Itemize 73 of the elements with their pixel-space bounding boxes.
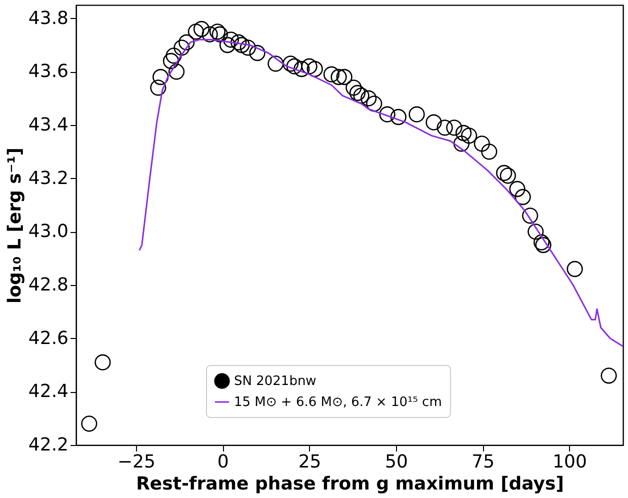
x-axis-title: Rest-frame phase from g maximum [days] <box>136 474 564 494</box>
point <box>202 26 218 42</box>
point <box>234 36 250 54</box>
point <box>360 90 377 106</box>
x-tick-label: 75 <box>472 452 495 472</box>
x-tick-label: −25 <box>117 452 156 472</box>
point <box>500 168 516 184</box>
y-tick-label: 42.4 <box>28 381 68 402</box>
point <box>408 106 425 122</box>
point <box>461 128 478 144</box>
point <box>152 68 169 86</box>
point <box>330 68 347 86</box>
x-tick-label: 25 <box>298 452 322 472</box>
point <box>193 20 210 38</box>
y-axis-title: log₁₀ L [erg s⁻¹] <box>4 148 26 304</box>
point <box>600 368 617 384</box>
point <box>426 114 442 130</box>
point <box>496 164 512 182</box>
y-tick-label: 42.2 <box>28 434 68 456</box>
point <box>323 66 340 82</box>
point <box>81 416 98 432</box>
point <box>306 60 323 78</box>
y-tick-label: 43.0 <box>28 221 68 242</box>
y-tick-label: 42.8 <box>28 274 68 296</box>
point <box>566 260 583 278</box>
point <box>94 354 111 370</box>
line-series <box>138 38 623 348</box>
y-tick-label: 43.8 <box>28 8 68 29</box>
point <box>222 32 240 48</box>
point <box>174 40 190 56</box>
point <box>166 48 182 64</box>
point <box>219 36 236 54</box>
y-tick-label: 42.6 <box>28 328 68 349</box>
point <box>522 208 538 224</box>
y-tick-label: 43.4 <box>28 114 68 136</box>
point <box>294 60 310 78</box>
point <box>514 188 531 206</box>
point <box>366 96 382 112</box>
point <box>346 80 362 96</box>
point <box>455 124 472 142</box>
point <box>474 136 490 152</box>
y-tick-label: 43.6 <box>28 61 68 82</box>
point <box>249 44 266 62</box>
point <box>150 80 166 96</box>
point <box>390 108 406 126</box>
point <box>453 136 470 152</box>
point <box>240 40 256 56</box>
point <box>178 34 195 50</box>
point <box>446 120 462 136</box>
point <box>282 56 299 72</box>
point <box>188 24 204 40</box>
point <box>481 144 498 160</box>
point <box>162 52 180 70</box>
point <box>349 84 366 102</box>
point <box>336 68 352 86</box>
point <box>353 88 370 104</box>
point <box>509 180 526 198</box>
point <box>268 56 284 72</box>
point <box>301 58 318 74</box>
legend-label: 15 M⊙ + 6.6 M⊙, 6.7 × 10¹⁵ cm <box>234 395 442 410</box>
x-tick-label: 0 <box>217 452 229 472</box>
point <box>168 64 185 80</box>
point <box>230 34 247 50</box>
point <box>528 224 544 240</box>
x-tick-label: 50 <box>384 452 408 472</box>
point <box>436 120 453 136</box>
point <box>286 58 302 74</box>
point <box>535 236 552 254</box>
x-tick-label: 100 <box>552 452 587 472</box>
point <box>379 106 396 122</box>
legend-label: SN 2021bnw <box>234 374 317 389</box>
point <box>533 234 550 250</box>
y-tick-label: 43.2 <box>28 168 68 189</box>
